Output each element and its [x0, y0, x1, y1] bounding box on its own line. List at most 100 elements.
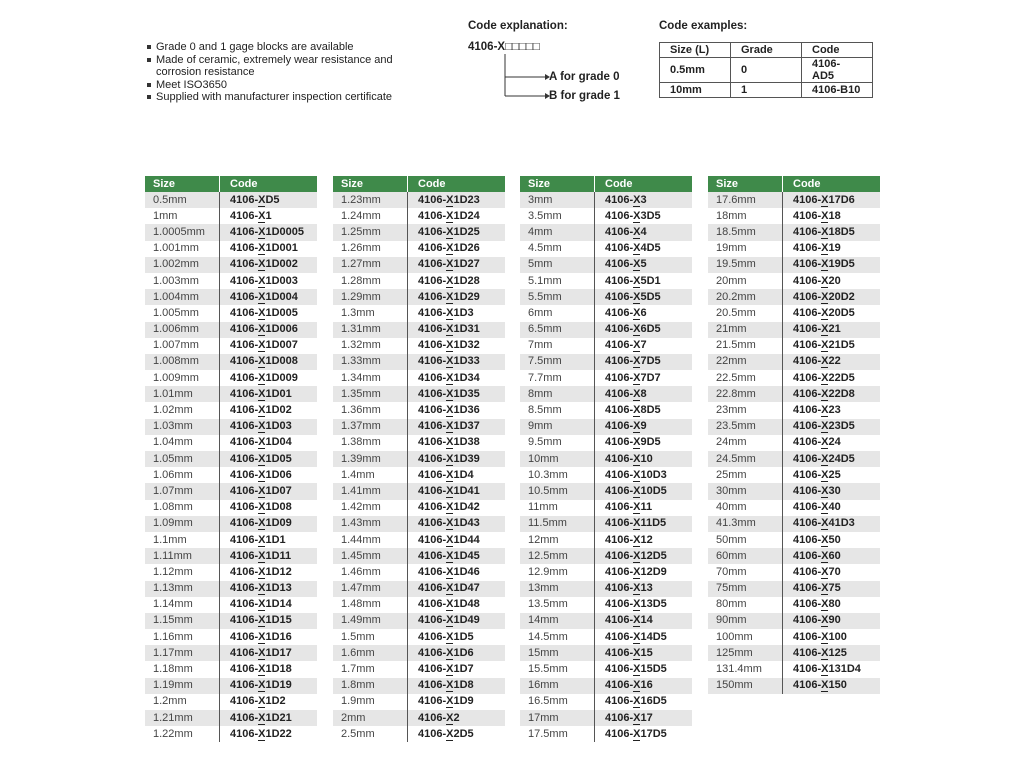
code-text: 4106-X1D002: [230, 258, 298, 272]
code-cell: 4106-X125: [782, 645, 880, 662]
code-text: 4106-X1D001: [230, 242, 298, 256]
code-text: 4106-X24: [793, 436, 841, 450]
code-text: 4106-X1D15: [230, 614, 292, 628]
feature-item: Grade 0 and 1 gage blocks are available: [146, 41, 416, 54]
table-row: 1.02mm 4106-X1D02: [145, 402, 317, 419]
code-cell: 4106-X7D7: [594, 370, 692, 387]
size-cell: 8.5mm: [528, 404, 562, 417]
code-text: 4106-X1D007: [230, 339, 298, 353]
size-cell: 1.01mm: [145, 386, 220, 403]
table-row: 8mm 4106-X8: [520, 386, 692, 403]
code-text: 4106-X1D21: [230, 711, 292, 725]
size-cell: 21.5mm: [716, 339, 756, 352]
code-cell: 4106-X1D001: [219, 240, 317, 257]
code-cell: 4106-X9D5: [594, 434, 692, 451]
table-row: 23.5mm 4106-X23D5: [708, 418, 880, 435]
table-row: 5.1mm 4106-X5D1: [520, 272, 692, 290]
code-cell: 4106-X1D3: [407, 305, 505, 322]
table-row: 15.5mm 4106-X15D5: [520, 661, 692, 678]
size-cell: 1.004mm: [145, 289, 220, 306]
size-cell: 1.0005mm: [145, 224, 220, 241]
size-cell: 23.5mm: [708, 418, 783, 435]
size-cell: 1.009mm: [153, 371, 199, 384]
table-row: 9.5mm 4106-X9D5: [520, 434, 692, 451]
table-row: 1.002mm 4106-X1D002: [145, 256, 317, 273]
table-row: 100mm 4106-X100: [708, 629, 880, 646]
code-cell: 4106-X100: [782, 629, 880, 646]
table-row: 1.34mm 4106-X1D34: [333, 370, 505, 387]
size-cell: 1.6mm: [333, 645, 408, 662]
code-cell: 4106-X1D37: [407, 418, 505, 435]
size-cell: 30mm: [708, 483, 783, 500]
code-cell: 4106-X1D34: [407, 370, 505, 387]
code-text: 4106-X1D11: [230, 549, 292, 563]
code-cell: 4106-X22: [782, 353, 880, 371]
table-row: 125mm 4106-X125: [708, 645, 880, 662]
size-cell: 7mm: [528, 339, 553, 352]
code-text: 4106-X2: [418, 711, 460, 725]
table-row: 1.25mm 4106-X1D25: [333, 224, 505, 241]
size-cell: 22mm: [708, 353, 783, 371]
code-cell: 4106-X1D03: [219, 418, 317, 435]
size-cell: 19mm: [716, 242, 747, 255]
size-cell: 20.5mm: [716, 306, 756, 319]
code-text: 4106-X131D4: [793, 663, 861, 677]
code-cell: 4106-X13D5: [594, 596, 692, 613]
code-text: 4106-X5D1: [605, 274, 661, 288]
code-cell: 4106-X1D06: [219, 467, 317, 484]
code-text: 4106-X19D5: [793, 258, 855, 272]
code-cell: 4106-X22D5: [782, 370, 880, 387]
table-row: 20.5mm 4106-X20D5: [708, 305, 880, 322]
table-row: 10mm 1 4106-B10: [659, 82, 873, 98]
code-text: 4106-X12: [605, 533, 653, 547]
code-text: 4106-X1: [230, 209, 272, 223]
code-cell: 4106-X6: [594, 305, 692, 322]
table-row: 1.05mm 4106-X1D05: [145, 451, 317, 468]
code-text: 4106-X1D7: [418, 663, 474, 677]
code-cell: 4106-X1D43: [407, 515, 505, 532]
table-row: 1.13mm 4106-X1D13: [145, 580, 317, 597]
size-cell: 24.5mm: [708, 451, 783, 468]
size-cell: 1.19mm: [145, 677, 220, 694]
code-text: 4106-X1D36: [418, 404, 480, 418]
size-cell: 1.47mm: [333, 580, 408, 597]
table-header-row: Size Code: [333, 176, 505, 192]
size-cell: 6mm: [528, 306, 553, 319]
code-text: 4106-X1D2: [230, 695, 286, 709]
code-cell: 4106-X1D21: [219, 710, 317, 727]
table-row: 1.48mm 4106-X1D48: [333, 596, 505, 613]
cell: 0: [730, 57, 802, 83]
code-text: 4106-X1D17: [230, 646, 292, 660]
code-cell: 4106-X18D5: [782, 224, 880, 241]
code-cell: 4106-X3: [594, 192, 692, 209]
table-row: 1.46mm 4106-X1D46: [333, 564, 505, 581]
code-text: 4106-X23: [793, 404, 841, 418]
code-cell: 4106-X1D23: [407, 192, 505, 209]
code-cell: 4106-X1D09: [219, 515, 317, 532]
size-cell: 21mm: [708, 321, 783, 338]
code-text: 4106-X1D35: [418, 387, 480, 401]
table-row: 40mm 4106-X40: [708, 499, 880, 516]
size-cell: 1.38mm: [341, 436, 381, 449]
code-text: 4106-X1D31: [418, 323, 480, 337]
code-text: 4106-X1D43: [418, 517, 480, 531]
size-cell: 20.2mm: [708, 289, 783, 306]
code-cell: 4106-X1D004: [219, 289, 317, 306]
table-row: 1.28mm 4106-X1D28: [333, 272, 505, 290]
code-cell: 4106-X1D2: [219, 693, 317, 710]
code-text: 4106-X7D5: [605, 355, 661, 369]
code-cell: 4106-X6D5: [594, 321, 692, 338]
header-cell: Code: [801, 42, 873, 58]
code-text: 4106-X1D32: [418, 339, 480, 353]
size-cell: 1.09mm: [145, 515, 220, 532]
table-row: 11mm 4106-X11: [520, 499, 692, 516]
table-row: 60mm 4106-X60: [708, 548, 880, 565]
code-text: 4106-X13: [605, 582, 653, 596]
code-header: Code: [594, 176, 692, 192]
header-cell: Grade: [730, 42, 802, 58]
table-row: 1.18mm 4106-X1D18: [145, 661, 317, 678]
size-header: Size: [708, 176, 783, 192]
size-cell: 17.6mm: [708, 192, 783, 209]
code-cell: 4106-X1D007: [219, 337, 317, 354]
table-row: 1.3mm 4106-X1D3: [333, 305, 505, 322]
